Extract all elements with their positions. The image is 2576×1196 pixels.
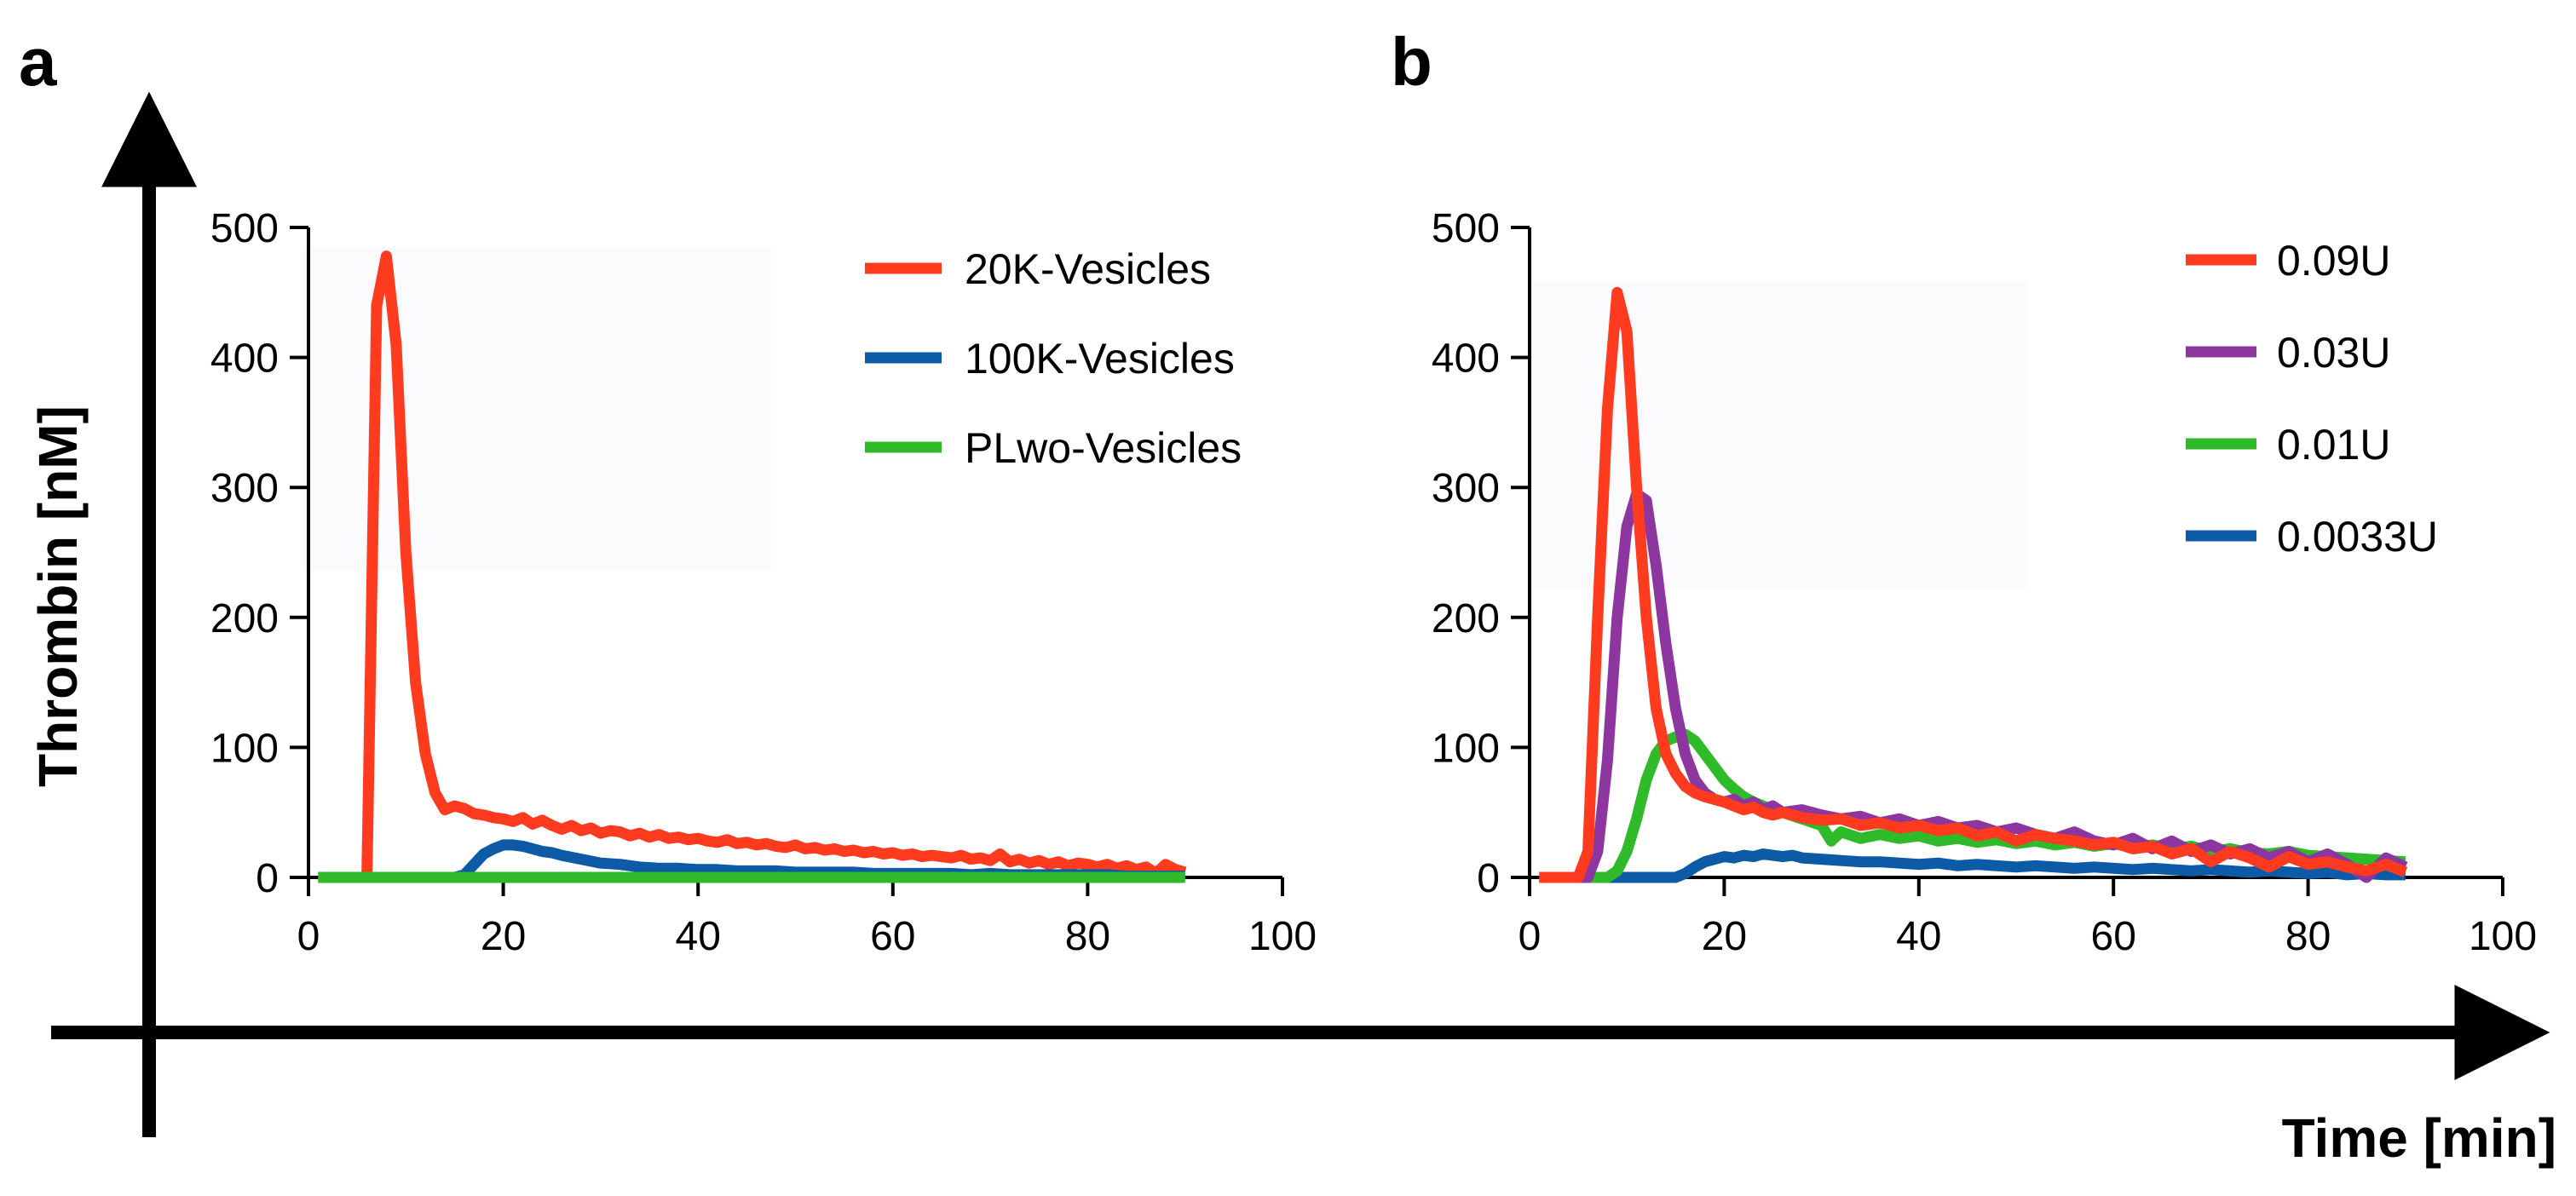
- panel-a-series-20k-vesicles: [318, 250, 1187, 883]
- panel-a-x-tick-label: 60: [870, 914, 915, 959]
- panel-b-chart: 0 100 200 300 400 500 0 20 40 60 80 100 0.09U 0.03U 0.…: [1432, 206, 2537, 959]
- panel-b-legend-label: 0.0033U: [2277, 513, 2438, 561]
- panel-a-chart: 0 100 200 300 400 500 0 20 40 60 80 100 20K-Vesicles…: [210, 206, 1317, 959]
- panel-b-x-tick-label: 40: [1896, 914, 1941, 959]
- panel-a-legend-label: 100K-Vesicles: [965, 335, 1235, 382]
- panel-b-y-tick-label: 100: [1432, 726, 1500, 771]
- x-axis-title: Time [min]: [2282, 1107, 2556, 1169]
- panel-b-y-tick-label: 0: [1477, 856, 1500, 901]
- panel-b-legend-label: 0.03U: [2277, 329, 2390, 377]
- panel-label-a: a: [19, 24, 57, 100]
- panel-b-x-tick-label: 60: [2091, 914, 2136, 959]
- panel-b-series-0-0033u: [1539, 848, 2406, 883]
- panel-b-y-tick-label: 500: [1432, 206, 1500, 251]
- panel-b-legend-label: 0.01U: [2277, 421, 2390, 469]
- panel-b-x-tick-label: 0: [1519, 914, 1542, 959]
- panel-b-y-tick-label: 200: [1432, 596, 1500, 641]
- panel-b-x-tick-label: 100: [2469, 914, 2537, 959]
- panel-a-y-tick-label: 200: [210, 596, 279, 641]
- panel-a-x-tick-label: 80: [1065, 914, 1110, 959]
- panel-label-b: b: [1391, 24, 1432, 100]
- panel-b-series-0-09u: [1539, 286, 2408, 883]
- panel-b-y-tick-label: 400: [1432, 336, 1500, 382]
- panel-b-y-tick-label: 300: [1432, 466, 1500, 511]
- panel-b-x-tick-label: 20: [1702, 914, 1747, 959]
- panel-b-x-tick-label: 80: [2285, 914, 2331, 959]
- panel-a-x-tick-label: 0: [297, 914, 320, 959]
- panel-a-legend-label: 20K-Vesicles: [965, 245, 1211, 293]
- panel-a-y-tick-label: 300: [210, 466, 279, 511]
- panel-a-y-tick-label: 500: [210, 206, 279, 251]
- panel-a-x-tick-label: 100: [1248, 914, 1317, 959]
- y-axis-title: Thrombin [nM]: [27, 405, 89, 787]
- panel-a-y-tick-label: 400: [210, 336, 279, 382]
- panel-a-y-tick-label: 100: [210, 726, 279, 771]
- panel-a-x-tick-label: 20: [481, 914, 526, 959]
- panel-a-x-tick-label: 40: [676, 914, 721, 959]
- panel-b-legend-label: 0.09U: [2277, 237, 2390, 285]
- panel-a-legend-label: PLwo-Vesicles: [965, 424, 1242, 472]
- panel-a-y-tick-label: 0: [256, 856, 279, 901]
